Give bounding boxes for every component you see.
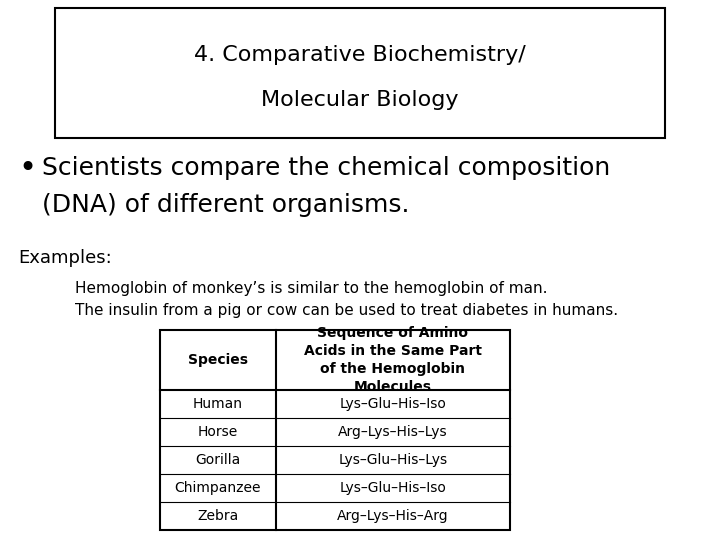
Bar (55, 8, 665, 138)
Text: (DNA) of different organisms.: (DNA) of different organisms. (42, 193, 410, 217)
Text: Lys–Glu–His–Iso: Lys–Glu–His–Iso (339, 397, 446, 411)
Text: Lys–Glu–His–Lys: Lys–Glu–His–Lys (338, 453, 447, 467)
Text: Molecular Biology: Molecular Biology (261, 90, 459, 110)
Text: Horse: Horse (197, 425, 238, 439)
Text: Species: Species (188, 353, 248, 367)
Text: •: • (18, 153, 36, 183)
Text: Arg–Lys–His–Arg: Arg–Lys–His–Arg (337, 509, 449, 523)
Text: The insulin from a pig or cow can be used to treat diabetes in humans.: The insulin from a pig or cow can be use… (75, 303, 618, 319)
Text: Human: Human (193, 397, 243, 411)
Text: Zebra: Zebra (197, 509, 238, 523)
Bar (160, 330, 510, 530)
Text: 4. Comparative Biochemistry/: 4. Comparative Biochemistry/ (194, 45, 526, 65)
Text: Chimpanzee: Chimpanzee (174, 481, 261, 495)
Text: Scientists compare the chemical composition: Scientists compare the chemical composit… (42, 156, 611, 180)
Text: Arg–Lys–His–Lys: Arg–Lys–His–Lys (338, 425, 448, 439)
Text: Examples:: Examples: (18, 249, 112, 267)
Text: Hemoglobin of monkey’s is similar to the hemoglobin of man.: Hemoglobin of monkey’s is similar to the… (75, 280, 547, 295)
Text: Lys–Glu–His–Iso: Lys–Glu–His–Iso (339, 481, 446, 495)
Text: Gorilla: Gorilla (195, 453, 240, 467)
Text: Sequence of Amino
Acids in the Same Part
of the Hemoglobin
Molecules: Sequence of Amino Acids in the Same Part… (304, 326, 482, 394)
